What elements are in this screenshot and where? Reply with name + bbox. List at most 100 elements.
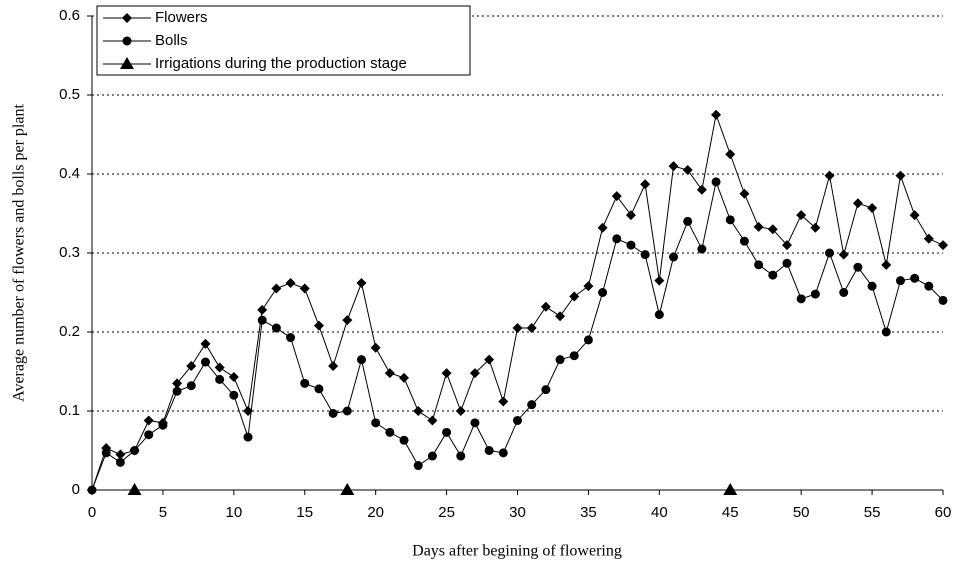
marker <box>796 210 807 221</box>
marker <box>583 335 593 345</box>
marker <box>555 355 565 365</box>
marker <box>427 415 438 426</box>
marker <box>172 386 182 396</box>
marker <box>229 390 239 400</box>
marker <box>186 381 196 391</box>
marker <box>186 360 197 371</box>
marker <box>122 36 132 46</box>
x-tick-label: 30 <box>509 504 526 521</box>
marker <box>527 400 537 410</box>
marker <box>115 457 125 467</box>
marker <box>172 378 183 389</box>
marker <box>838 249 849 260</box>
marker <box>342 315 353 326</box>
marker <box>881 259 892 270</box>
y-tick-label: 0.3 <box>59 244 80 261</box>
marker <box>682 165 693 176</box>
marker <box>271 283 282 294</box>
marker <box>442 427 452 437</box>
marker <box>342 406 352 416</box>
marker <box>484 446 494 455</box>
marker <box>541 385 551 395</box>
marker <box>469 368 480 379</box>
marker <box>909 210 920 221</box>
x-tick-label: 10 <box>225 504 242 521</box>
legend-box <box>96 5 471 76</box>
marker <box>683 216 693 226</box>
marker <box>413 406 424 416</box>
marker <box>626 240 636 250</box>
marker <box>810 222 821 233</box>
marker <box>895 276 905 286</box>
marker <box>725 149 736 160</box>
marker <box>923 233 934 244</box>
marker <box>597 222 608 233</box>
marker <box>299 283 310 294</box>
marker <box>228 372 239 383</box>
legend-label: Bolls <box>155 32 188 49</box>
marker <box>427 451 437 461</box>
marker <box>200 338 211 349</box>
marker <box>484 354 495 365</box>
marker <box>101 448 111 458</box>
marker <box>143 415 154 426</box>
marker <box>214 362 225 373</box>
marker <box>314 384 324 394</box>
marker <box>356 355 366 365</box>
marker <box>399 435 409 445</box>
x-tick-label: 20 <box>367 504 384 521</box>
x-tick-label: 60 <box>935 504 952 521</box>
marker <box>385 427 395 437</box>
marker <box>867 281 877 291</box>
marker <box>271 323 281 333</box>
marker <box>895 170 906 181</box>
marker <box>569 291 580 302</box>
marker <box>711 109 722 120</box>
marker <box>569 351 579 361</box>
marker <box>87 485 97 495</box>
x-tick-label: 50 <box>793 504 810 521</box>
y-tick-label: 0 <box>72 481 80 498</box>
marker <box>555 311 566 322</box>
marker <box>782 258 792 268</box>
marker <box>754 260 764 270</box>
marker <box>340 483 355 495</box>
y-tick-label: 0.6 <box>59 7 80 24</box>
marker <box>513 415 522 425</box>
marker <box>127 483 142 495</box>
marker <box>384 368 395 379</box>
marker <box>598 288 608 297</box>
marker <box>455 406 466 416</box>
marker <box>612 234 622 244</box>
marker <box>853 262 863 272</box>
marker <box>938 295 948 305</box>
marker <box>839 288 849 297</box>
marker <box>669 252 679 262</box>
marker <box>668 161 679 172</box>
legend-label: Irrigations during the production stage <box>155 55 407 72</box>
marker <box>456 451 466 461</box>
marker <box>115 449 126 460</box>
marker <box>924 281 934 291</box>
marker <box>470 418 480 428</box>
marker <box>257 304 268 315</box>
marker <box>286 333 296 343</box>
marker <box>583 281 594 292</box>
marker <box>313 320 324 331</box>
marker <box>413 461 423 471</box>
marker <box>441 368 452 379</box>
marker <box>697 244 707 254</box>
marker <box>285 278 296 289</box>
marker <box>120 57 134 69</box>
marker <box>328 408 338 418</box>
marker <box>158 420 168 430</box>
marker <box>810 289 820 299</box>
marker <box>512 323 523 334</box>
marker <box>723 483 738 495</box>
x-axis-label: Days after begining of flowering <box>412 543 622 560</box>
marker <box>825 248 835 258</box>
x-tick-label: 25 <box>438 504 455 521</box>
marker <box>122 13 132 23</box>
